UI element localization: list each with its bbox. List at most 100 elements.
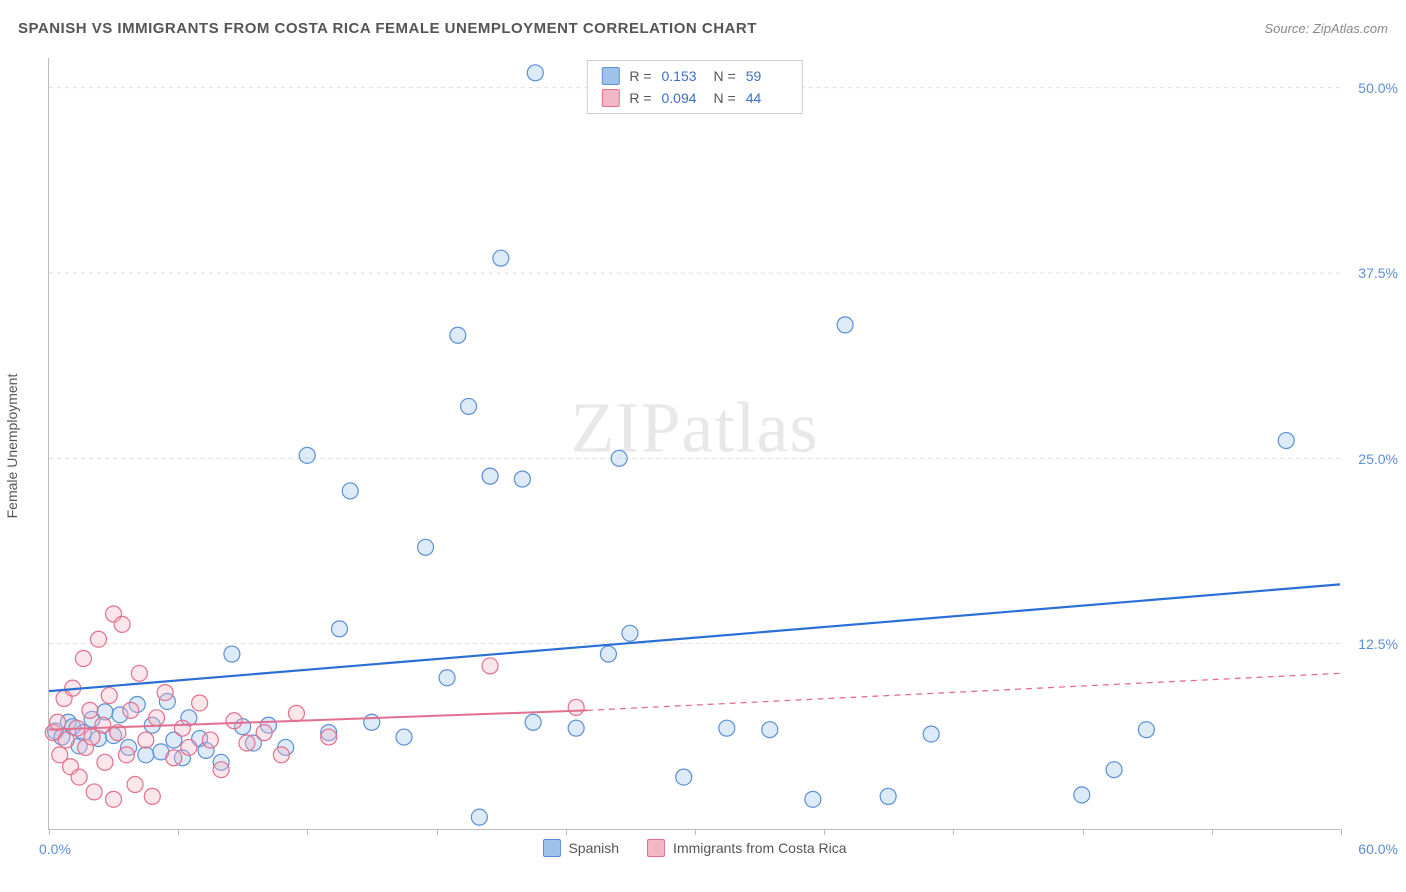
data-point xyxy=(75,651,91,667)
data-point xyxy=(239,735,255,751)
chart-source: Source: ZipAtlas.com xyxy=(1264,21,1388,36)
data-point xyxy=(138,732,154,748)
x-tick xyxy=(695,829,696,835)
swatch-costarica-icon xyxy=(647,839,665,857)
swatch-costarica xyxy=(601,89,619,107)
x-axis-min-label: 0.0% xyxy=(39,841,71,857)
x-tick xyxy=(1212,829,1213,835)
data-point xyxy=(97,754,113,770)
data-point xyxy=(127,777,143,793)
data-point xyxy=(482,658,498,674)
data-point xyxy=(114,616,130,632)
data-point xyxy=(192,695,208,711)
x-tick xyxy=(1083,829,1084,835)
source-name: ZipAtlas.com xyxy=(1313,21,1388,36)
data-point xyxy=(123,702,139,718)
y-tick-label: 12.5% xyxy=(1358,636,1398,652)
data-point xyxy=(1106,762,1122,778)
r-label: R = xyxy=(629,68,651,84)
swatch-spanish xyxy=(601,67,619,85)
data-point xyxy=(837,317,853,333)
data-point xyxy=(471,809,487,825)
data-point xyxy=(525,714,541,730)
y-tick-label: 50.0% xyxy=(1358,80,1398,96)
data-point xyxy=(568,720,584,736)
data-point xyxy=(90,631,106,647)
data-point xyxy=(600,646,616,662)
chart-title: SPANISH VS IMMIGRANTS FROM COSTA RICA FE… xyxy=(18,20,757,37)
x-tick xyxy=(49,829,50,835)
swatch-spanish-icon xyxy=(542,839,560,857)
y-axis-label: Female Unemployment xyxy=(4,374,20,519)
data-point xyxy=(86,784,102,800)
scatter-svg xyxy=(49,58,1340,829)
data-point xyxy=(762,722,778,738)
data-point xyxy=(805,791,821,807)
bottom-legend: Spanish Immigrants from Costa Rica xyxy=(542,839,846,857)
legend-item-spanish: Spanish xyxy=(542,839,619,857)
data-point xyxy=(923,726,939,742)
x-tick xyxy=(437,829,438,835)
data-point xyxy=(1074,787,1090,803)
x-tick xyxy=(566,829,567,835)
plot-area: ZIPatlas 12.5%25.0%37.5%50.0% 0.0% 60.0%… xyxy=(48,58,1340,830)
data-point xyxy=(174,720,190,736)
data-point xyxy=(138,747,154,763)
chart-header: SPANISH VS IMMIGRANTS FROM COSTA RICA FE… xyxy=(18,20,1388,37)
data-point xyxy=(166,750,182,766)
data-point xyxy=(118,747,134,763)
data-point xyxy=(342,483,358,499)
source-prefix: Source: xyxy=(1264,21,1312,36)
data-point xyxy=(181,739,197,755)
data-point xyxy=(273,747,289,763)
data-point xyxy=(106,791,122,807)
stats-legend-box: R = 0.153 N = 59 R = 0.094 N = 44 xyxy=(586,60,802,114)
data-point xyxy=(622,625,638,641)
legend-label-spanish: Spanish xyxy=(568,840,619,856)
data-point xyxy=(95,717,111,733)
n-label: N = xyxy=(714,68,736,84)
n-label: N = xyxy=(714,90,736,106)
data-point xyxy=(149,710,165,726)
data-point xyxy=(1138,722,1154,738)
x-tick xyxy=(178,829,179,835)
data-point xyxy=(527,65,543,81)
legend-item-costarica: Immigrants from Costa Rica xyxy=(647,839,846,857)
x-tick xyxy=(953,829,954,835)
data-point xyxy=(880,788,896,804)
data-point xyxy=(82,702,98,718)
data-point xyxy=(131,665,147,681)
data-point xyxy=(364,714,380,730)
stats-row-spanish: R = 0.153 N = 59 xyxy=(601,65,787,87)
y-tick-label: 25.0% xyxy=(1358,451,1398,467)
trend-line xyxy=(49,584,1340,691)
data-point xyxy=(71,769,87,785)
data-point xyxy=(676,769,692,785)
data-point xyxy=(224,646,240,662)
data-point xyxy=(202,732,218,748)
data-point xyxy=(256,725,272,741)
data-point xyxy=(331,621,347,637)
data-point xyxy=(439,670,455,686)
data-point xyxy=(226,713,242,729)
data-point xyxy=(299,447,315,463)
data-point xyxy=(101,688,117,704)
data-point xyxy=(450,327,466,343)
data-point xyxy=(482,468,498,484)
x-tick xyxy=(307,829,308,835)
data-point xyxy=(396,729,412,745)
data-point xyxy=(514,471,530,487)
trend-line xyxy=(587,673,1340,710)
data-point xyxy=(1278,433,1294,449)
r-value-costarica: 0.094 xyxy=(662,90,704,106)
n-value-spanish: 59 xyxy=(746,68,788,84)
data-point xyxy=(288,705,304,721)
x-axis-max-label: 60.0% xyxy=(1358,841,1398,857)
data-point xyxy=(611,450,627,466)
n-value-costarica: 44 xyxy=(746,90,788,106)
data-point xyxy=(144,788,160,804)
data-point xyxy=(719,720,735,736)
x-tick xyxy=(824,829,825,835)
legend-label-costarica: Immigrants from Costa Rica xyxy=(673,840,846,856)
data-point xyxy=(321,729,337,745)
